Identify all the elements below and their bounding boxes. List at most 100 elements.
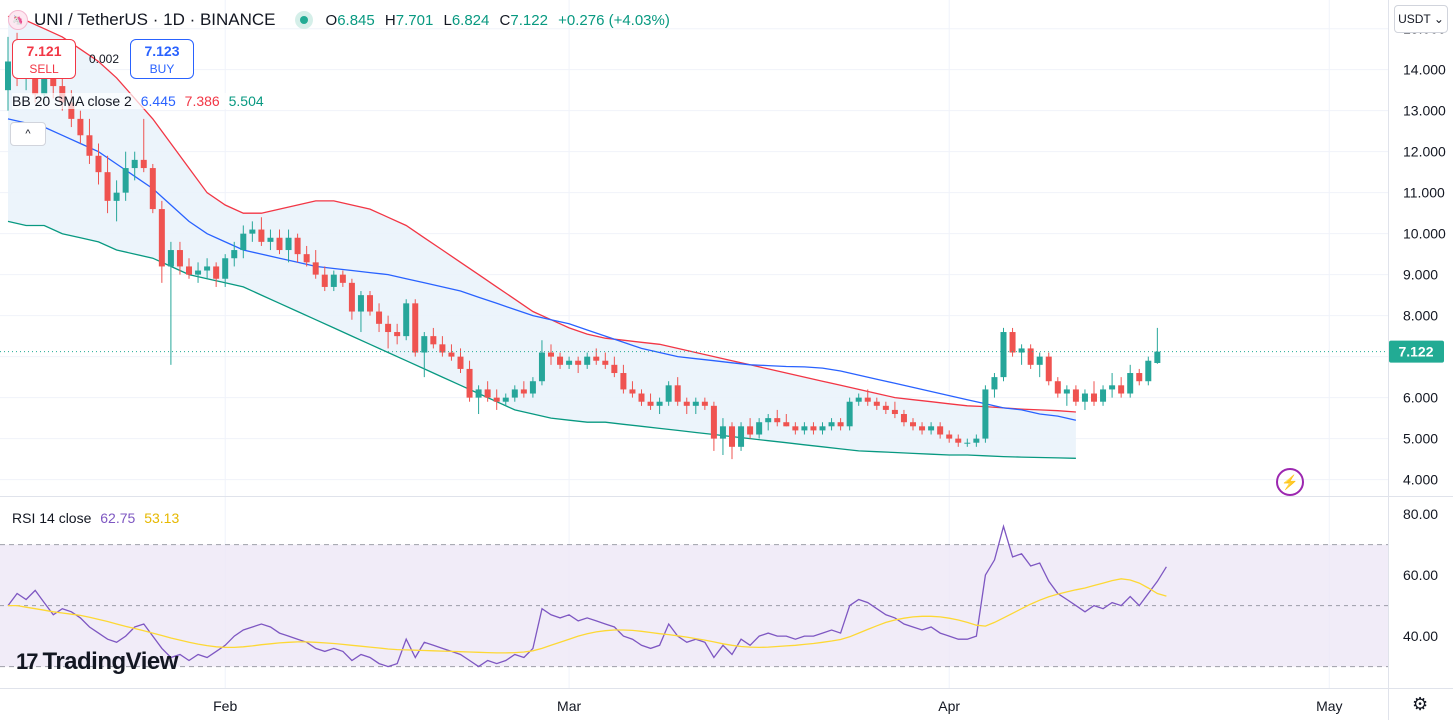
rsi-ma-line (8, 578, 1167, 654)
branding-text: TradingView (42, 648, 178, 675)
collapse-legend-button[interactable]: ^ (10, 122, 46, 146)
candle (330, 270, 337, 292)
candle (376, 303, 383, 333)
candle-body (946, 434, 953, 439)
rsi-line (7, 524, 1167, 668)
candle-body (756, 422, 763, 435)
candle (466, 360, 473, 402)
candle-body (873, 401, 880, 406)
lightning-icon[interactable]: ⚡ (1276, 468, 1304, 496)
candle (484, 381, 491, 402)
candle-body (982, 389, 989, 439)
price-tick-label: 6.000 (1403, 390, 1438, 406)
candle (991, 373, 998, 398)
candle-body (729, 426, 735, 447)
candle (412, 299, 419, 357)
candle-body (466, 368, 473, 398)
candle (801, 422, 808, 435)
time-tick-label: Apr (938, 698, 960, 714)
candle-body (520, 389, 527, 394)
bollinger-legend[interactable]: BB 20 SMA close 2 6.445 7.386 5.504 (12, 93, 269, 109)
chevron-down-icon: ⌄ (1433, 12, 1444, 26)
candle (448, 344, 455, 361)
candle-body (86, 135, 93, 156)
candle-body (484, 389, 491, 398)
currency-label: USDT (1398, 12, 1431, 26)
candle-body (493, 397, 500, 402)
candle-body (186, 266, 192, 275)
candle-body (1036, 356, 1043, 365)
candle (756, 418, 763, 439)
candle-body (376, 311, 383, 324)
gear-icon[interactable]: ⚙ (1412, 694, 1429, 714)
candle-body (475, 389, 482, 398)
candle-body (403, 303, 410, 337)
candle (204, 258, 211, 279)
candle-body (810, 426, 817, 431)
candle-body (611, 364, 618, 374)
bollinger-lower-line (7, 220, 1076, 459)
candle-body (765, 418, 772, 423)
symbol-title[interactable]: UNI / TetherUS · 1D · BINANCE (34, 10, 276, 29)
candle-body (701, 401, 708, 406)
candle (394, 323, 401, 345)
bb-basis-value: 6.445 (140, 93, 176, 109)
candle (611, 356, 618, 378)
candle (882, 401, 889, 415)
candle-body (620, 373, 627, 390)
candle-body (1118, 385, 1125, 394)
rsi-legend[interactable]: RSI 14 close 62.75 53.13 (12, 510, 184, 526)
time-tick-label: Feb (213, 698, 237, 714)
sell-button[interactable]: 7.121 SELL (12, 39, 76, 79)
open-value: 6.845 (337, 11, 375, 29)
candle-body (77, 118, 84, 136)
candle (783, 414, 790, 427)
candle-body (819, 426, 826, 431)
rsi-tick-label: 80.00 (1403, 506, 1438, 522)
candle (385, 315, 392, 349)
candle (357, 291, 364, 333)
candle (557, 352, 564, 369)
candle (828, 418, 835, 431)
candle (701, 397, 708, 410)
bollinger-basis-line (7, 118, 1077, 421)
candle (1009, 327, 1016, 357)
candle (77, 110, 84, 144)
candle (294, 233, 301, 263)
symbol-header: 🦄 UNI / TetherUS · 1D · BINANCE O6.845 H… (8, 9, 676, 31)
buy-button[interactable]: 7.123 BUY (130, 39, 194, 79)
candle-body (1018, 348, 1025, 353)
low-value: 6.824 (451, 11, 490, 29)
rsi-tick-label: 60.00 (1403, 567, 1438, 583)
candle (891, 401, 898, 419)
candle-body (195, 270, 202, 275)
candle (86, 118, 93, 164)
candle (656, 397, 663, 415)
candle (910, 418, 916, 431)
candle-body (738, 426, 745, 447)
candle-body (919, 426, 926, 431)
candle-body (529, 381, 536, 394)
candle (186, 258, 192, 279)
rsi-ma-value: 53.13 (144, 510, 180, 526)
sell-price: 7.121 (26, 43, 62, 59)
last-price-badge (1389, 340, 1444, 363)
high-value: 7.701 (395, 11, 434, 29)
candle (683, 397, 690, 415)
candle-body (285, 237, 292, 251)
price-tick-label: 8.000 (1403, 308, 1438, 324)
candle (149, 163, 156, 214)
candle (5, 36, 11, 111)
candle (222, 254, 229, 287)
rsi-name: RSI 14 close (12, 510, 92, 526)
candle-body (783, 422, 790, 427)
candle-body (339, 274, 346, 283)
candle-body (294, 237, 301, 255)
candle (548, 344, 554, 365)
candle-body (502, 397, 509, 402)
candle (1045, 352, 1052, 386)
rsi-band-fill (0, 544, 1388, 667)
currency-selector[interactable]: USDT ⌄ (1394, 5, 1448, 33)
candle-body (1154, 351, 1161, 363)
